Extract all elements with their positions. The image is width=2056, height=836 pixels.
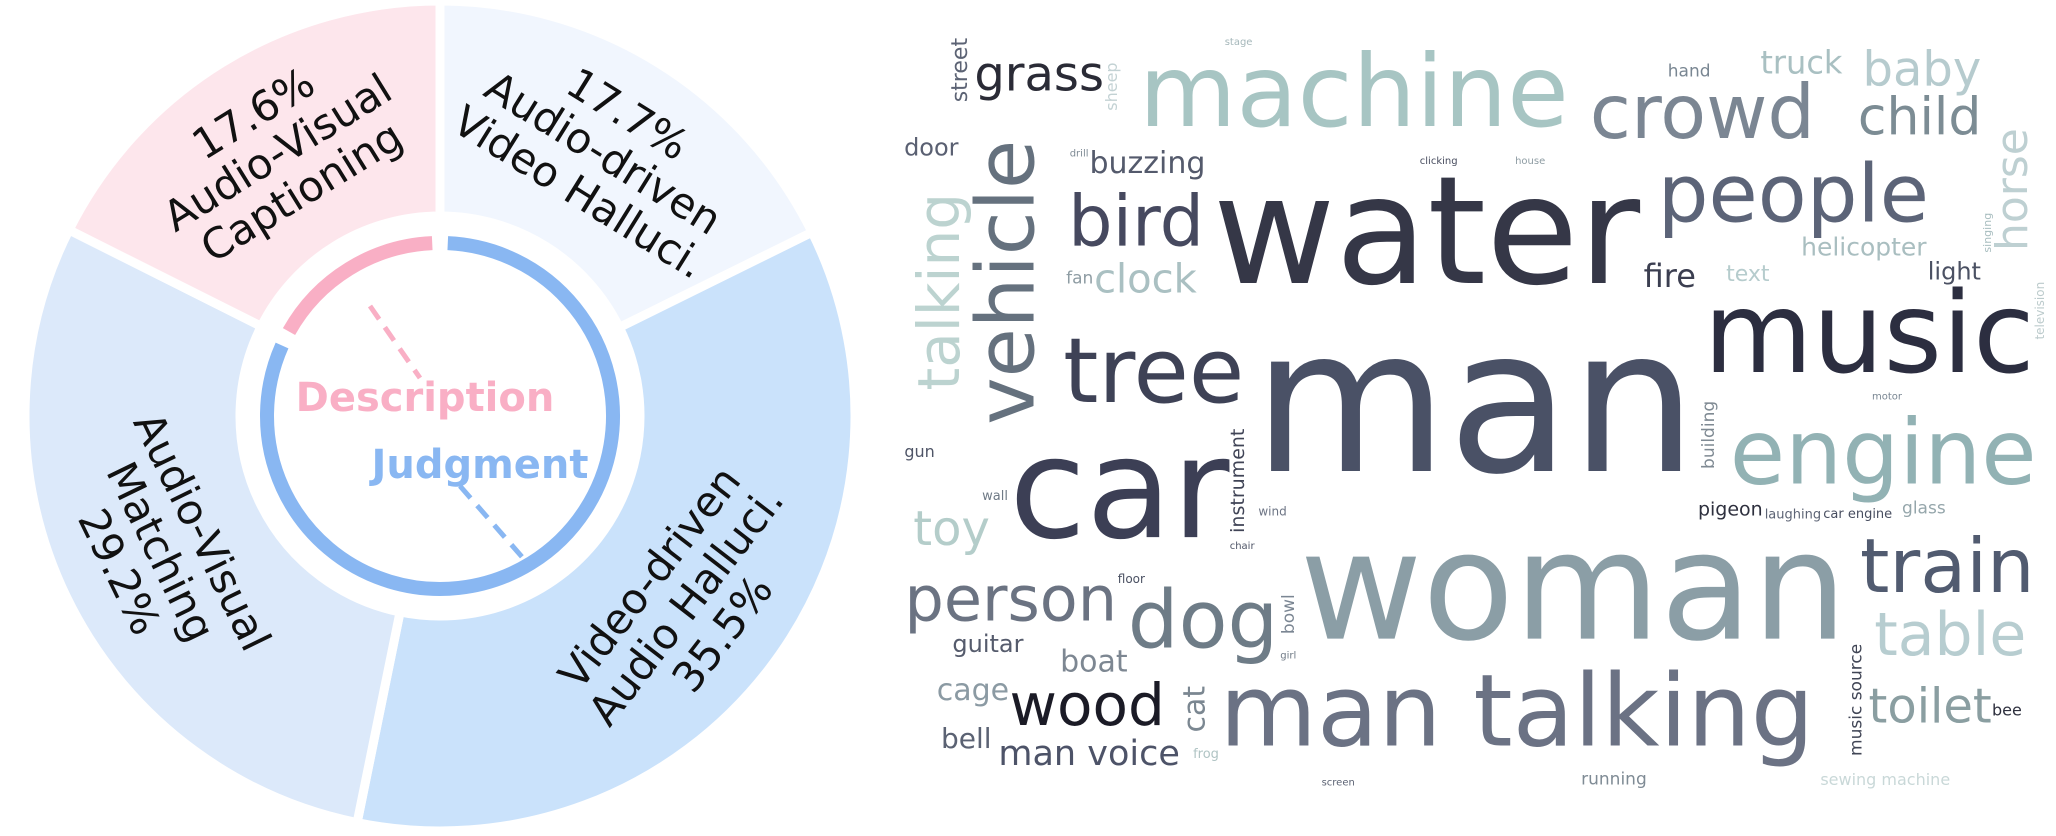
- cloud-word-toilet: toilet: [1869, 679, 1992, 735]
- cloud-word-gun: gun: [904, 442, 934, 461]
- cloud-word-motor: motor: [1872, 391, 1903, 402]
- group-ring-description: [282, 236, 433, 335]
- cloud-word-wind: wind: [1258, 505, 1286, 519]
- cloud-word-sheep: sheep: [1102, 62, 1121, 110]
- cloud-word-bee: bee: [1992, 701, 2022, 720]
- cloud-word-man-voice: man voice: [998, 734, 1179, 774]
- cloud-word-crowd: crowd: [1590, 68, 1815, 156]
- cloud-word-child: child: [1858, 88, 1981, 148]
- donut-slice-audio-visual-captioning: [63, 0, 445, 333]
- cloud-word-light: light: [1928, 257, 1981, 285]
- cloud-word-woman: woman: [1300, 501, 1848, 675]
- cloud-word-hand: hand: [1668, 62, 1711, 82]
- cloud-word-man-talking: man talking: [1220, 652, 1815, 769]
- cloud-word-engine: engine: [1730, 401, 2037, 506]
- cloud-word-talking: talking: [905, 193, 973, 391]
- cloud-word-music-source: music source: [1847, 644, 1867, 756]
- cloud-word-door: door: [904, 133, 959, 161]
- donut-chart-panel: Description Judgment 17.7% Audio-driven Vide…: [0, 0, 880, 836]
- cloud-word-wood: wood: [1010, 671, 1165, 739]
- cloud-word-wall: wall: [982, 489, 1008, 504]
- cloud-word-sewing-machine: sewing machine: [1820, 770, 1950, 789]
- cloud-word-glass: glass: [1902, 498, 1946, 518]
- cloud-word-helicopter: helicopter: [1801, 232, 1927, 261]
- word-cloud-panel: man water woman music car man talking machine e…: [900, 30, 2050, 790]
- cloud-word-bird: bird: [1068, 181, 1204, 263]
- cloud-word-fan: fan: [1066, 269, 1093, 289]
- cloud-word-boat: boat: [1060, 644, 1128, 679]
- cloud-word-table: table: [1874, 600, 2026, 670]
- cloud-word-stage: stage: [1225, 37, 1253, 48]
- cloud-word-cage: cage: [937, 673, 1009, 708]
- cloud-word-horse: horse: [1987, 128, 2038, 251]
- cloud-word-people: people: [1658, 148, 1929, 241]
- cloud-word-girl: girl: [1280, 650, 1296, 661]
- cloud-word-baby: baby: [1862, 42, 1981, 98]
- cloud-word-instrument: instrument: [1227, 429, 1249, 533]
- cloud-word-car: car: [1009, 408, 1230, 571]
- cloud-word-train: train: [1860, 522, 2035, 610]
- cloud-word-text: text: [1726, 262, 1770, 287]
- cloud-word-truck: truck: [1760, 44, 1843, 82]
- cloud-word-running: running: [1581, 769, 1647, 789]
- cloud-word-chair: chair: [1230, 541, 1256, 552]
- donut-slice-audio-driven-video-halluci: [435, 0, 819, 334]
- cloud-word-house: house: [1515, 156, 1545, 167]
- donut-chart: DescriptionJudgment17.7%Audio-drivenVide…: [20, 0, 860, 836]
- cloud-word-television: television: [2033, 282, 2047, 340]
- cloud-word-music: music: [1704, 269, 2035, 399]
- cloud-word-screen: screen: [1322, 777, 1355, 788]
- group-label-description: Description: [296, 375, 555, 421]
- cloud-word-person: person: [904, 563, 1117, 636]
- divider-judgment: [458, 484, 532, 568]
- cloud-word-tree: tree: [1063, 319, 1244, 424]
- cloud-word-toy: toy: [913, 501, 990, 557]
- cloud-word-bell: bell: [941, 722, 992, 755]
- cloud-word-buzzing: buzzing: [1089, 146, 1205, 181]
- cloud-word-laughing: laughing: [1765, 507, 1821, 522]
- group-label-judgment: Judgment: [368, 442, 588, 488]
- cloud-word-singing: singing: [1981, 213, 1994, 253]
- cloud-word-fire: fire: [1644, 257, 1696, 295]
- cloud-word-clock: clock: [1094, 256, 1198, 302]
- cloud-word-grass: grass: [974, 46, 1104, 102]
- cloud-word-car-engine: car engine: [1823, 507, 1892, 522]
- cloud-word-building: building: [1699, 401, 1719, 469]
- cloud-word-street: street: [948, 38, 973, 103]
- cloud-word-frog: frog: [1193, 747, 1219, 762]
- cloud-word-cat: cat: [1177, 686, 1212, 733]
- cloud-word-bowl: bowl: [1279, 594, 1299, 634]
- cloud-word-man: man: [1253, 286, 1697, 519]
- divider-description: [367, 304, 423, 380]
- cloud-word-water: water: [1213, 145, 1641, 319]
- cloud-word-dog: dog: [1128, 573, 1279, 666]
- donut-slice-video-driven-audio-halluci: [351, 226, 860, 836]
- cloud-word-drill: drill: [1070, 149, 1089, 160]
- cloud-word-floor: floor: [1118, 572, 1145, 586]
- cloud-word-guitar: guitar: [952, 630, 1023, 658]
- cloud-word-vehicle: vehicle: [959, 140, 1052, 425]
- cloud-word-pigeon: pigeon: [1698, 498, 1763, 520]
- cloud-word-clicking: clicking: [1420, 156, 1458, 167]
- donut-slice-audio-visual-matching: [20, 223, 406, 828]
- cloud-word-machine: machine: [1139, 33, 1569, 150]
